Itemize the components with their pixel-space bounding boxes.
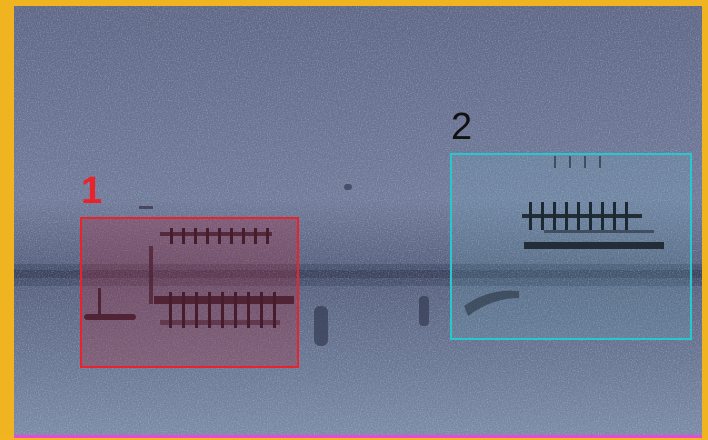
spectrogram-canvas xyxy=(14,6,702,435)
annotation-box-2 xyxy=(450,153,692,340)
annotation-label-2: 2 xyxy=(451,106,473,148)
bottom-edge-line xyxy=(0,435,708,440)
annotation-box-1 xyxy=(80,217,299,368)
spectrogram-image xyxy=(14,6,702,435)
annotation-label-1: 1 xyxy=(81,170,103,212)
